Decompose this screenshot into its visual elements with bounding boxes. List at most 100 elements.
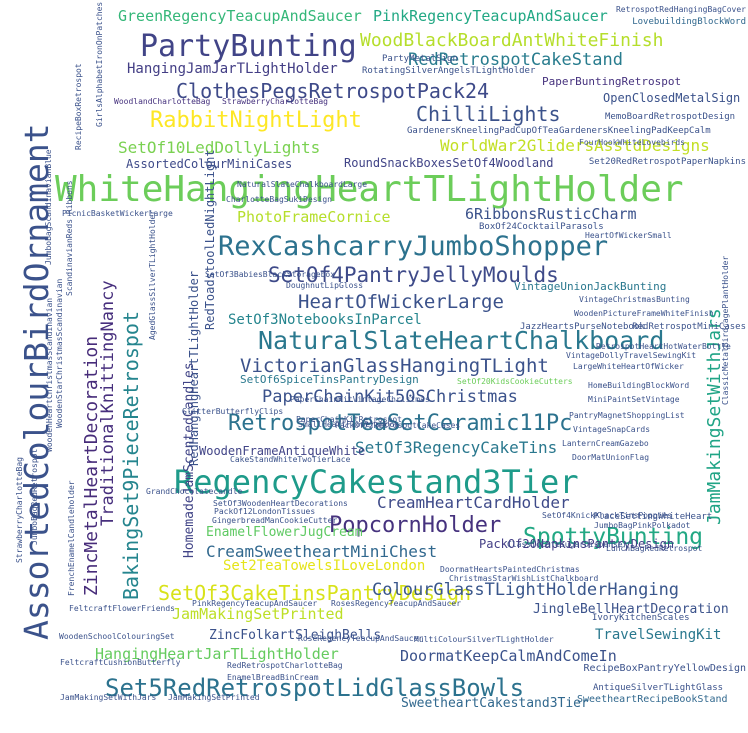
cloud-word: PaperChainKit50SChristmas	[262, 387, 518, 407]
cloud-word: EnamelBreadBinCream	[227, 673, 319, 682]
cloud-word: RedRetrospotMiniCases	[632, 322, 746, 332]
cloud-word: NaturalSlateChalkboardLarge	[237, 180, 368, 189]
cloud-word: SpottyBunting	[523, 524, 704, 550]
cloud-word: HangingHeartJarTLightHolder	[95, 645, 339, 663]
cloud-word: RecipeBoxRetrospot	[74, 63, 83, 150]
cloud-word: Set20RedRetrospotPaperNapkins	[588, 157, 746, 167]
cloud-word: PartyBunting	[140, 29, 357, 64]
cloud-word: WhiteHangingHeartTLightHolder	[55, 169, 684, 210]
cloud-word: VintageChristmasBunting	[579, 295, 690, 304]
cloud-word: ColourGlassTLightHolderHanging	[372, 580, 680, 600]
cloud-word: SetOf3CakeTinsPantryDesign	[158, 581, 472, 605]
cloud-word: RexCashcarryJumboShopper	[218, 231, 609, 262]
cloud-word: RoseRegencyTeacupAndSaucer	[298, 634, 424, 643]
cloud-word: SmallHeartFlowersHook	[298, 420, 400, 429]
cloud-word: DoorMatUnionFlag	[572, 453, 650, 462]
cloud-word: GirlsAlphabetIronOnPatches	[95, 2, 104, 128]
cloud-word: CharlotteBagSukiDesign	[226, 195, 332, 204]
cloud-word: GardenersKneelingPadCupOfTea	[407, 126, 559, 136]
cloud-word: GingerbreadManCookieCutter	[212, 516, 338, 525]
cloud-word: LunchBagRedRetrospot	[606, 544, 703, 553]
cloud-word: LovebuildingBlockWord	[632, 17, 746, 27]
cloud-word: LanternCreamGazebo	[562, 439, 649, 448]
cloud-word: PackOf12LondonTissues	[214, 507, 316, 516]
cloud-word: RabbitNightLight	[150, 108, 362, 133]
cloud-word: PhotoFrameCornice	[237, 208, 391, 226]
cloud-word: CreamSweetheartMiniChest	[206, 542, 438, 561]
cloud-word: HeartOfWickerSmall	[585, 231, 672, 240]
cloud-word: JingleBellHeartDecoration	[533, 602, 729, 617]
cloud-word: StrawberryCharlotteBag	[15, 457, 24, 563]
cloud-word: WoodenStarChristmasScandinavian	[55, 278, 64, 428]
cloud-word: IvoryKitchenScales	[592, 613, 690, 623]
cloud-word: GreenRegencyTeacupAndSaucer	[118, 7, 362, 25]
cloud-word: EnamelFlowerJugCream	[206, 525, 363, 540]
cloud-word: WoodlandCharlotteBag	[114, 97, 211, 106]
cloud-word: MiniPaintSetVintage	[588, 395, 680, 404]
cloud-word: HomeBuildingBlockWord	[588, 381, 690, 390]
cloud-word: SetOf4PantryJellyMoulds	[268, 263, 559, 287]
cloud-word: PaperChainKitRetrospot	[296, 415, 402, 424]
cloud-word: RoundSnackBoxesSetOf4Woodland	[344, 156, 554, 170]
cloud-word: SetOf3WoodenHeartDecorations	[213, 499, 348, 508]
cloud-word: RedRetrospotCharlotteBag	[227, 661, 343, 670]
cloud-word: LargeWhiteHeartOfWicker	[573, 362, 684, 371]
cloud-word: PaperBuntingRetrospot	[542, 75, 682, 88]
cloud-word: ChristmasStarWishListChalkboard	[449, 574, 599, 583]
cloud-word: HangingJamJarTLightHolder	[127, 61, 338, 77]
cloud-word: WorldWar2GlidersAsstdDesigns	[440, 136, 710, 155]
cloud-word: HeartOfWickerLarge	[298, 291, 504, 313]
cloud-word: JamMakingSetWithJars	[60, 693, 157, 702]
cloud-word: SetOf10LedDollyLights	[118, 138, 321, 157]
cloud-word: StrawberryCharlotteBag	[222, 97, 328, 106]
cloud-word: ClothesPegsRetrospotPack24	[176, 79, 490, 103]
cloud-word: SetOf6SpiceTinsPantryDesign	[240, 373, 419, 386]
cloud-word: NaturalSlateHeartChalkboard	[258, 326, 665, 355]
cloud-word: FrenchEnamelCandleholder	[67, 480, 76, 596]
cloud-word: CreamHeartCardHolder	[377, 493, 570, 512]
cloud-word: AssortedColourMiniCases	[126, 157, 293, 171]
cloud-word: TravelSewingKit	[595, 627, 722, 643]
cloud-word: JumboBagPinkPolkadot	[594, 521, 691, 530]
cloud-word: ChilliLights	[416, 102, 561, 126]
cloud-word: PantryMagnetShoppingList	[569, 411, 685, 420]
cloud-word: PaperChainKitVintageChristmas	[290, 395, 430, 404]
cloud-word: BoxOf24CocktailParasols	[479, 222, 604, 232]
cloud-word: TraditionalKnittingNancy	[98, 280, 118, 526]
cloud-word: SweetheartCakestand3Tier	[401, 696, 589, 711]
cloud-word: SetOf4KnickKnackTinsPoppies	[542, 511, 673, 520]
cloud-word: WoodenPictureFrameWhiteFinish	[574, 309, 714, 318]
cloud-word: MemoBoardRetrospotDesign	[605, 112, 736, 122]
cloud-word: PartyMetalSign	[382, 54, 458, 64]
cloud-word: PopcornHolder	[329, 513, 502, 538]
cloud-word: AgedGlassSilverTLightHolder	[148, 209, 157, 340]
cloud-word: VintageUnionJackBunting	[514, 280, 667, 293]
cloud-word: DoormatKeepCalmAndComeIn	[400, 647, 617, 665]
cloud-word: RedRetrospotCakeStand	[408, 50, 623, 70]
cloud-word: RedHangingHeartTLightHolder	[187, 270, 201, 466]
cloud-word: SetOf3NotebooksInParcel	[228, 312, 422, 328]
cloud-word: MultiColourSilverTLightHolder	[414, 635, 554, 644]
cloud-word: RetrospotRedHangingBagCover	[615, 5, 746, 14]
cloud-word: RedToadstoolLedNightLight	[203, 149, 217, 330]
cloud-word: VintageSnapCards	[573, 425, 651, 434]
cloud-word: VictorianGlassHangingTLight	[240, 355, 549, 377]
cloud-word: JamMakingSetPrinted	[168, 693, 260, 702]
cloud-word: PinkRegencyTeacupAndSaucer	[373, 7, 608, 25]
cloud-word: GardenersKneelingPadKeepCalm	[559, 126, 711, 136]
cloud-word: WoodenHeartChristmasScandinavian	[45, 297, 54, 452]
cloud-word: JazzHeartsPurseNotebook	[520, 322, 645, 332]
cloud-word: ScandinavianReds Ribbons	[65, 180, 74, 296]
cloud-word: WoodenFrameAntiqueWhite	[199, 444, 366, 458]
cloud-word: PackOf72RetrospotCakeCases	[335, 421, 461, 430]
cloud-word: WoodenSchoolColouringSet	[59, 632, 175, 641]
cloud-word: RecipeBoxPantryYellowDesign	[583, 663, 746, 674]
cloud-word: WoodBlackBoardAntWhiteFinish	[360, 30, 664, 51]
cloud-word: BakingSet9PieceRetrospot	[119, 311, 143, 600]
cloud-word: SetOf3BabiesBlackStoragebox	[205, 270, 336, 279]
cloud-word: ZincFolkartSleighBells	[209, 628, 382, 643]
cloud-word: RosesRegencyTeacupAndSaucer	[331, 599, 462, 608]
cloud-word: VintageDollyTravelSewingKit	[566, 351, 697, 360]
cloud-word: AntiqueSilverTLightGlass	[593, 683, 724, 693]
